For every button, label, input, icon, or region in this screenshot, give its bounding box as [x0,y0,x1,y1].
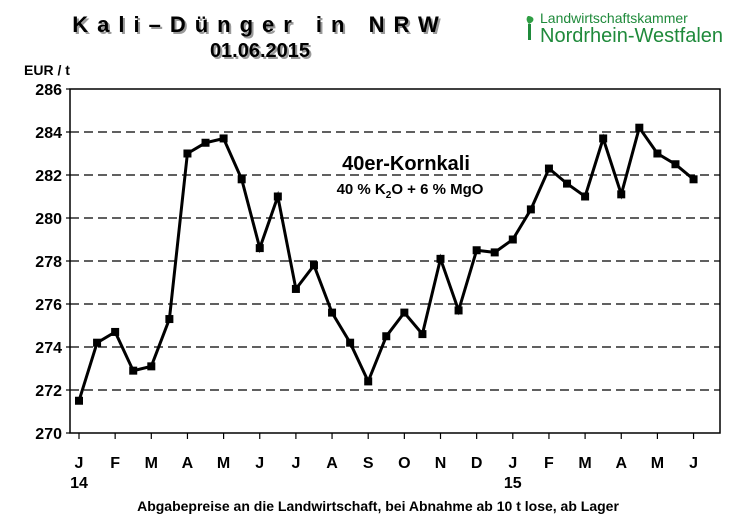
x-tick-label: D [471,455,483,472]
leaf-icon [526,16,534,40]
x-tick-label: A [615,455,627,472]
data-point [93,338,102,347]
data-point [183,149,192,158]
x-tick-label: S [363,455,374,472]
data-point [328,308,337,317]
x-tick-label: M [578,455,591,472]
data-point [508,235,517,244]
y-tick-label: 276 [35,297,62,314]
chart-date: 01.06.2015 [209,40,311,62]
year-label: 15 [504,475,522,492]
data-point [219,134,228,143]
data-point [201,138,210,147]
x-tick-label: A [326,455,338,472]
y-tick-label: 272 [35,383,62,400]
chart-footer: Abgabepreise an die Landwirtschaft, bei … [137,498,619,514]
data-point [599,134,608,143]
y-tick-label: 270 [35,426,62,443]
x-tick-label: J [508,455,517,472]
data-point [273,192,282,201]
year-label: 14 [70,475,88,492]
data-point [291,284,300,293]
annotation-title: 40er-Kornkali [342,153,470,175]
x-tick-label: J [75,455,84,472]
x-tick-label: J [689,455,698,472]
y-tick-label: 284 [35,125,62,142]
data-point [526,205,535,214]
data-point [75,396,83,405]
x-tick-label: M [651,455,664,472]
data-point [400,308,409,317]
data-point [147,362,156,371]
data-point [544,164,553,173]
y-tick-label: 280 [35,211,62,228]
data-point [671,160,680,169]
x-tick-label: J [291,455,300,472]
data-point [635,123,644,132]
logo-line1: Landwirtschaftskammer [540,10,688,26]
chart-title: Kali–Dünger in NRW [72,12,448,37]
x-tick-label: M [145,455,158,472]
data-point [255,244,264,253]
y-tick-label: 274 [35,340,62,357]
annotation-subtitle: 40 % K2O + 6 % MgO [337,181,484,201]
data-point [364,377,373,386]
data-point [165,315,174,324]
data-point [563,179,572,188]
x-tick-label: J [255,455,264,472]
x-tick-label: F [544,455,554,472]
data-point [346,338,355,347]
data-point [382,332,391,341]
y-tick-label: 282 [35,168,62,185]
x-tick-label: F [110,455,120,472]
data-point [617,190,626,199]
data-point [129,366,138,375]
data-point [581,192,590,201]
y-tick-label: 286 [35,82,62,99]
data-point [436,254,445,263]
data-point [237,175,246,184]
y-axis-label: EUR / t [24,62,70,78]
data-point [689,175,698,184]
y-tick-label: 278 [35,254,62,271]
x-tick-label: A [182,455,194,472]
x-tick-label: M [217,455,230,472]
logo-line2: Nordrhein-Westfalen [540,25,724,47]
x-tick-label: N [435,455,447,472]
data-point [309,261,318,270]
data-point [490,248,499,257]
data-point [653,149,662,158]
data-point [472,246,481,255]
data-point [111,327,120,336]
data-point [454,306,463,315]
data-point [418,330,427,339]
x-tick-label: O [398,455,410,472]
